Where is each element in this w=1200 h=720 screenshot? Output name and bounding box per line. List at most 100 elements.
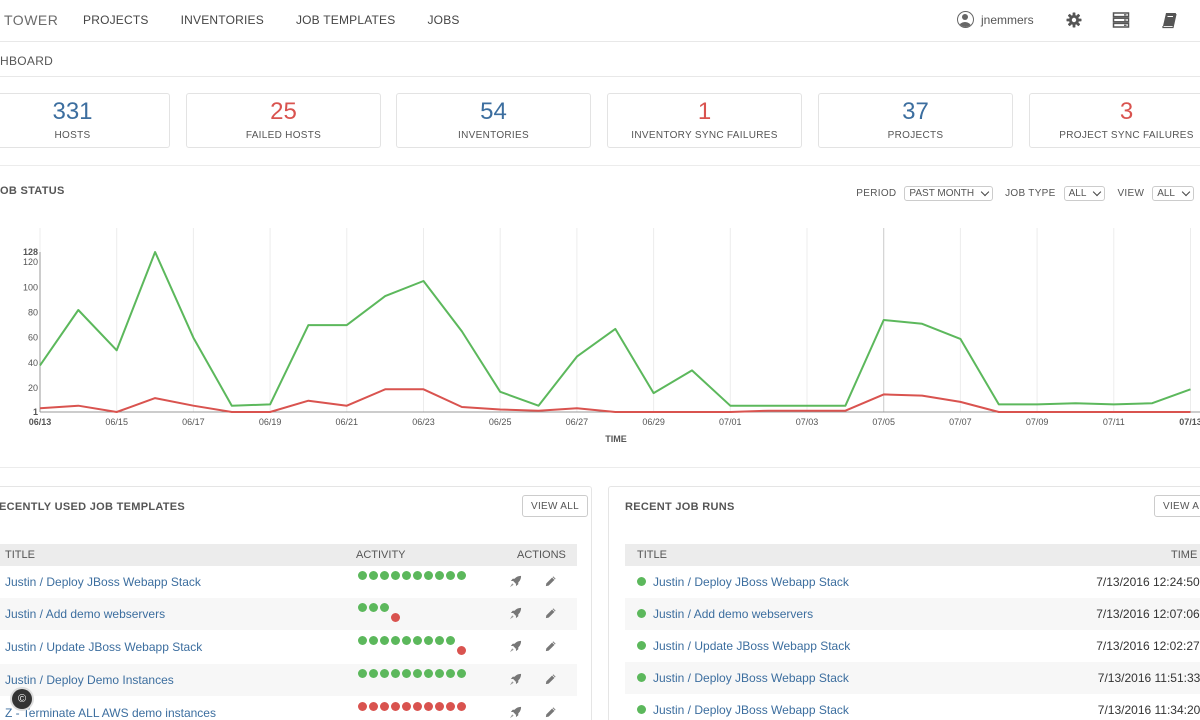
job-success-dot[interactable] xyxy=(380,571,389,580)
job-success-dot[interactable] xyxy=(358,571,367,580)
job-failed-dot[interactable] xyxy=(402,702,411,711)
launch-rocket-icon[interactable] xyxy=(509,673,522,686)
edit-pencil-icon[interactable] xyxy=(544,575,557,588)
job-success-dot[interactable] xyxy=(391,669,400,678)
username[interactable]: jnemmers xyxy=(981,12,1034,27)
template-title-link[interactable]: Justin / Add demo webservers xyxy=(5,607,166,621)
x-tick-label: 07/09 xyxy=(1026,417,1049,427)
job-success-dot[interactable] xyxy=(446,636,455,645)
job-success-dot[interactable] xyxy=(402,636,411,645)
job-failed-dot[interactable] xyxy=(391,613,400,622)
job-success-dot[interactable] xyxy=(424,636,433,645)
nav-job-templates[interactable]: JOB TEMPLATES xyxy=(295,13,396,27)
job-failed-dot[interactable] xyxy=(380,702,389,711)
job-success-dot[interactable] xyxy=(402,571,411,580)
job-success-dot[interactable] xyxy=(413,636,422,645)
launch-rocket-icon[interactable] xyxy=(509,575,522,588)
col-activity[interactable]: ACTIVITY xyxy=(356,549,406,561)
count-inventories[interactable]: 54 INVENTORIES xyxy=(396,93,591,148)
job-success-dot[interactable] xyxy=(435,636,444,645)
job-success-dot[interactable] xyxy=(358,636,367,645)
job-success-dot[interactable] xyxy=(380,603,389,612)
edit-pencil-icon[interactable] xyxy=(544,607,557,620)
template-title-link[interactable]: Z - Terminate ALL AWS demo instances xyxy=(5,706,216,720)
job-success-dot[interactable] xyxy=(435,571,444,580)
brand-logo[interactable]: TOWER xyxy=(4,12,59,28)
period-select[interactable]: PAST MONTH xyxy=(904,186,994,201)
gear-icon[interactable] xyxy=(1065,11,1083,29)
job-failed-dot[interactable] xyxy=(424,702,433,711)
nav-inventories[interactable]: INVENTORIES xyxy=(180,13,264,27)
job-success-dot[interactable] xyxy=(358,603,367,612)
job-failed-dot[interactable] xyxy=(446,702,455,711)
job-success-dot[interactable] xyxy=(391,571,400,580)
job-success-dot[interactable] xyxy=(369,571,378,580)
edit-pencil-icon[interactable] xyxy=(544,706,557,719)
job-run-title-link[interactable]: Justin / Deploy JBoss Webapp Stack xyxy=(653,703,849,717)
job-success-dot[interactable] xyxy=(457,669,466,678)
count-value: 331 xyxy=(52,98,93,125)
job-success-dot[interactable] xyxy=(380,669,389,678)
count-failed-hosts[interactable]: 25 FAILED HOSTS xyxy=(186,93,381,148)
job-success-dot[interactable] xyxy=(369,636,378,645)
job-failed-dot[interactable] xyxy=(358,702,367,711)
table-row: Justin / Update JBoss Webapp Stack xyxy=(0,631,577,663)
server-icon[interactable] xyxy=(1112,11,1130,29)
job-failed-dot[interactable] xyxy=(413,702,422,711)
job-failed-dot[interactable] xyxy=(457,702,466,711)
template-title-link[interactable]: Justin / Deploy JBoss Webapp Stack xyxy=(5,575,201,589)
nav-projects[interactable]: PROJECTS xyxy=(83,13,149,27)
job-type-value: ALL xyxy=(1068,188,1087,199)
count-hosts[interactable]: 331 HOSTS xyxy=(0,93,170,148)
job-run-title-link[interactable]: Justin / Update JBoss Webapp Stack xyxy=(653,639,851,653)
job-success-dot[interactable] xyxy=(435,669,444,678)
job-success-dot[interactable] xyxy=(446,571,455,580)
job-success-dot[interactable] xyxy=(457,571,466,580)
job-run-title-link[interactable]: Justin / Deploy JBoss Webapp Stack xyxy=(653,575,849,589)
job-success-dot[interactable] xyxy=(380,636,389,645)
job-success-dot[interactable] xyxy=(391,636,400,645)
job-success-dot[interactable] xyxy=(402,669,411,678)
launch-rocket-icon[interactable] xyxy=(509,607,522,620)
job-success-dot[interactable] xyxy=(413,571,422,580)
edit-pencil-icon[interactable] xyxy=(544,640,557,653)
job-success-dot[interactable] xyxy=(369,603,378,612)
edit-pencil-icon[interactable] xyxy=(544,673,557,686)
count-value: 3 xyxy=(1119,98,1134,125)
col-time[interactable]: TIME xyxy=(1171,549,1198,561)
job-success-dot[interactable] xyxy=(413,669,422,678)
job-run-title-link[interactable]: Justin / Add demo webservers xyxy=(653,607,814,621)
launch-rocket-icon[interactable] xyxy=(509,706,522,719)
job-success-dot[interactable] xyxy=(358,669,367,678)
job-run-title-link[interactable]: Justin / Deploy JBoss Webapp Stack xyxy=(653,671,849,685)
x-tick-label: 06/17 xyxy=(182,417,205,427)
job-failed-dot[interactable] xyxy=(435,702,444,711)
job-success-dot[interactable] xyxy=(369,669,378,678)
view-all-runs-button[interactable]: VIEW AL xyxy=(1154,495,1200,517)
job-success-dot[interactable] xyxy=(424,669,433,678)
template-title-link[interactable]: Justin / Deploy Demo Instances xyxy=(5,673,174,687)
view-all-templates-button[interactable]: VIEW ALL xyxy=(522,495,588,517)
job-success-dot[interactable] xyxy=(424,571,433,580)
period-value: PAST MONTH xyxy=(909,188,975,199)
copyright-icon[interactable]: © xyxy=(12,689,32,709)
col-title[interactable]: TITLE xyxy=(637,549,667,561)
job-failed-dot[interactable] xyxy=(369,702,378,711)
col-title[interactable]: TITLE xyxy=(5,549,35,561)
job-failed-dot[interactable] xyxy=(391,702,400,711)
nav-jobs[interactable]: JOBS xyxy=(427,13,460,27)
count-projects[interactable]: 37 PROJECTS xyxy=(818,93,1013,148)
job-failed-dot[interactable] xyxy=(457,646,466,655)
book-icon[interactable] xyxy=(1161,11,1179,29)
job-type-select[interactable]: ALL xyxy=(1063,186,1106,201)
launch-rocket-icon[interactable] xyxy=(509,640,522,653)
y-tick-label: 128 xyxy=(23,247,38,257)
view-select[interactable]: ALL xyxy=(1152,186,1194,201)
template-title-link[interactable]: Justin / Update JBoss Webapp Stack xyxy=(5,640,203,654)
job-success-dot[interactable] xyxy=(446,669,455,678)
job-type-label: JOB TYPE xyxy=(1005,188,1056,199)
count-inventory-sync-failures[interactable]: 1 INVENTORY SYNC FAILURES xyxy=(607,93,802,148)
count-project-sync-failures[interactable]: 3 PROJECT SYNC FAILURES xyxy=(1029,93,1200,148)
user-menu[interactable]: jnemmers xyxy=(957,11,1034,28)
activity-sparkline xyxy=(358,603,400,622)
